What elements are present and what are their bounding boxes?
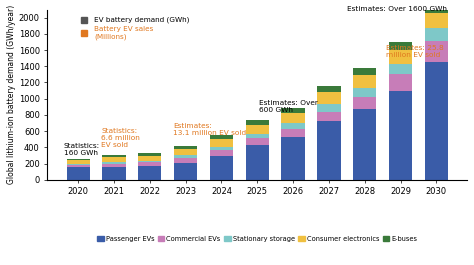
Bar bbox=[282, 113, 305, 123]
Bar bbox=[246, 134, 269, 138]
Bar bbox=[425, 4, 448, 13]
Bar bbox=[138, 153, 162, 156]
Text: Estimates: Over
600 GWh: Estimates: Over 600 GWh bbox=[259, 100, 318, 113]
Bar bbox=[425, 41, 448, 62]
Bar bbox=[174, 156, 197, 158]
Bar bbox=[282, 108, 305, 113]
Bar bbox=[389, 91, 412, 180]
Bar bbox=[389, 74, 412, 91]
Bar bbox=[389, 64, 412, 74]
Bar bbox=[389, 42, 412, 50]
Bar bbox=[425, 28, 448, 41]
Bar bbox=[282, 129, 305, 137]
Bar bbox=[282, 123, 305, 129]
Bar bbox=[246, 138, 269, 145]
Bar bbox=[102, 167, 126, 180]
Bar bbox=[389, 50, 412, 64]
Text: Statistics:
160 GWh: Statistics: 160 GWh bbox=[64, 143, 100, 156]
Bar bbox=[174, 149, 197, 156]
Bar bbox=[66, 160, 90, 164]
Bar bbox=[66, 167, 90, 180]
Text: Battery EV sales
(Millions): Battery EV sales (Millions) bbox=[94, 26, 154, 40]
Bar bbox=[246, 125, 269, 134]
Bar bbox=[174, 163, 197, 180]
Bar bbox=[210, 156, 233, 180]
Bar bbox=[138, 156, 162, 161]
Text: EV battery demand (GWh): EV battery demand (GWh) bbox=[94, 16, 190, 23]
Bar bbox=[353, 88, 376, 97]
Bar bbox=[66, 165, 90, 167]
Bar bbox=[102, 157, 126, 162]
Bar bbox=[317, 121, 340, 180]
Bar bbox=[66, 164, 90, 165]
Bar bbox=[210, 135, 233, 139]
Bar bbox=[353, 68, 376, 75]
Y-axis label: Global lithium-ion battery demand (GWh/year): Global lithium-ion battery demand (GWh/y… bbox=[7, 5, 16, 184]
Bar bbox=[353, 97, 376, 109]
Bar bbox=[317, 92, 340, 104]
Text: Estimates:
13.1 million EV sold: Estimates: 13.1 million EV sold bbox=[173, 123, 246, 136]
Bar bbox=[102, 162, 126, 164]
Bar bbox=[102, 156, 126, 157]
Bar bbox=[210, 150, 233, 156]
Legend: Passenger EVs, Commercial EVs, Stationary storage, Consumer electronics, E-buses: Passenger EVs, Commercial EVs, Stationar… bbox=[94, 233, 420, 245]
Bar bbox=[174, 146, 197, 149]
Bar bbox=[174, 158, 197, 163]
Bar bbox=[282, 137, 305, 180]
Text: Estimates: 25.8
million EV sold: Estimates: 25.8 million EV sold bbox=[386, 45, 444, 58]
Bar bbox=[425, 13, 448, 28]
Bar bbox=[317, 104, 340, 112]
Bar bbox=[353, 75, 376, 88]
Bar bbox=[138, 161, 162, 162]
Bar bbox=[317, 86, 340, 92]
Bar bbox=[210, 147, 233, 150]
Bar bbox=[425, 62, 448, 180]
Text: Statistics:
6.6 million
EV sold: Statistics: 6.6 million EV sold bbox=[101, 128, 140, 148]
Bar bbox=[317, 112, 340, 121]
FancyBboxPatch shape bbox=[52, 15, 219, 79]
Text: Estimates: Over 1600 GWh: Estimates: Over 1600 GWh bbox=[347, 6, 447, 12]
Bar bbox=[66, 159, 90, 160]
Bar bbox=[353, 109, 376, 180]
Bar bbox=[246, 145, 269, 180]
Bar bbox=[102, 164, 126, 167]
Bar bbox=[138, 166, 162, 180]
Bar bbox=[210, 139, 233, 147]
Bar bbox=[138, 162, 162, 166]
Bar bbox=[246, 120, 269, 125]
